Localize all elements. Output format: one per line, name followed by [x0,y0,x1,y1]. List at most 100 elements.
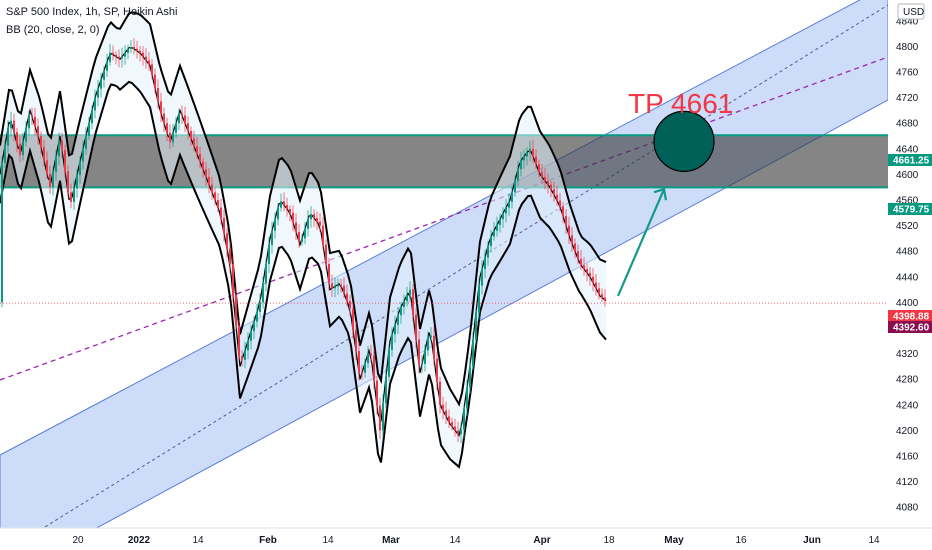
candle-body [271,230,273,245]
candle-body [481,269,483,286]
candle-body [49,173,51,188]
candle-body [115,54,117,57]
candle-body [409,289,411,296]
candle-body [154,74,156,88]
candle-body [592,276,594,283]
candle-body [412,289,414,315]
candle-body [64,150,66,172]
currency-button-label: USD [903,7,924,18]
candle-body [598,288,600,295]
candle-body [46,160,48,174]
candle-body [67,171,69,193]
candle-body [388,349,390,377]
candle-body [217,200,219,208]
candle-body [595,282,597,289]
candle-body [316,217,318,222]
price-tag [888,203,932,215]
candle-body [208,176,210,185]
time-tick-label: Apr [533,535,550,546]
candle-body [514,180,516,193]
candle-body [385,376,387,404]
candle-body [274,219,276,231]
candle-body [322,225,324,245]
candle-body [442,404,444,411]
candle-body [484,257,486,270]
price-axis[interactable]: 4080412041604200424042804320436044004440… [888,0,932,528]
candle-body [448,416,450,423]
candle-body [511,192,513,202]
candle-body [178,113,180,124]
price-tick-label: 4640 [896,144,919,155]
candle-body [22,141,24,156]
candle-body [496,224,498,231]
candle-body [397,315,399,325]
time-tick-label: 14 [192,535,204,546]
candle-body [355,329,357,352]
resistance-zone [0,135,888,188]
price-tick-label: 4600 [896,170,919,181]
price-tag-value: 4661.25 [893,156,930,167]
candle-body [13,120,15,133]
price-tick-label: 4120 [896,477,919,488]
candle-body [235,294,237,326]
price-tick-label: 4560 [896,196,919,207]
price-tick-label: 4720 [896,93,919,104]
candle-body [283,201,285,206]
candle-body [232,264,234,295]
candle-body [61,141,63,151]
candle-body [466,387,468,409]
candle-body [325,244,327,264]
candle-body [4,145,6,163]
candle-body [256,312,258,322]
candle-body [103,70,105,80]
candle-body [376,380,378,406]
channel-midline [39,4,889,531]
candle-body [127,48,129,53]
candle-body [31,114,33,117]
candle-body [169,132,171,143]
price-tag [888,154,932,166]
candle-body [151,64,153,75]
candle-body [526,152,528,157]
candle-body [568,225,570,236]
time-axis[interactable] [0,528,932,550]
candle-body [190,130,192,139]
candle-body [286,205,288,209]
candle-body [100,79,102,89]
currency-button[interactable] [897,3,925,20]
candle-body [238,325,240,357]
time-tick-label: May [664,535,684,546]
candle-body [370,353,372,356]
bb-lower-line [0,80,607,469]
candle-body [580,258,582,266]
price-tick-label: 4320 [896,349,919,360]
candle-body [358,351,360,373]
candle-body [571,235,573,244]
candle-body [76,175,78,189]
candle-body [439,381,441,405]
candle-body [349,301,351,309]
candle-body [307,219,309,229]
candle-body [400,306,402,316]
candle-body [253,321,255,332]
candle-body [163,113,165,124]
candle-body [457,430,459,435]
candle-body [331,283,333,289]
candle-body [79,161,81,176]
candle-body [175,123,177,133]
candle-body [250,331,252,341]
candle-body [7,128,9,146]
price-tick-label: 4400 [896,298,919,309]
candle-body [298,232,300,242]
candle-body [166,123,168,133]
candle-body [586,269,588,273]
candle-body [562,206,564,216]
candle-body [343,285,345,294]
candle-body [193,138,195,147]
candle-body [367,353,369,364]
candle-body [382,403,384,431]
price-tick-label: 4280 [896,375,919,386]
